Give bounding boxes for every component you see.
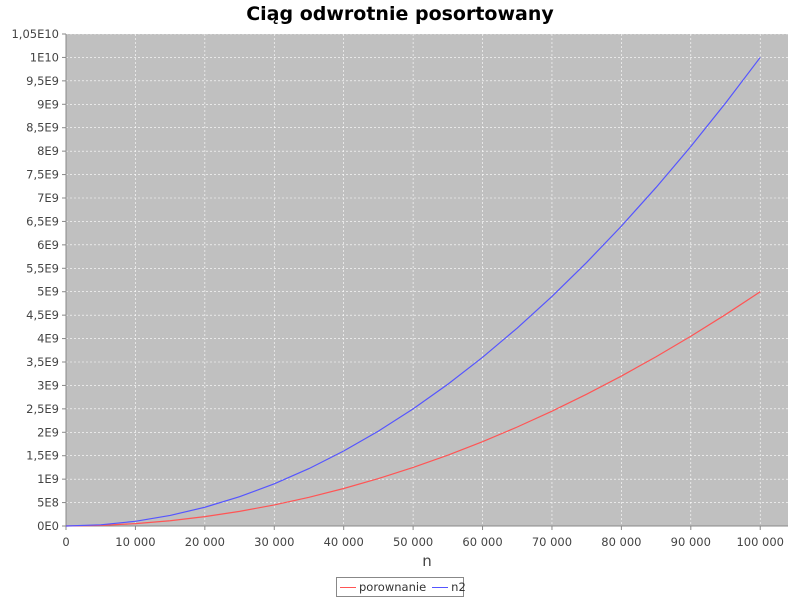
legend-swatch bbox=[340, 586, 356, 588]
y-tick-label: 8E9 bbox=[37, 144, 59, 158]
x-tick-label: 40 000 bbox=[324, 535, 364, 549]
y-tick-label: 3,5E9 bbox=[26, 355, 59, 369]
y-tick-label: 1,05E10 bbox=[11, 27, 59, 41]
plot-area bbox=[66, 34, 788, 526]
y-tick-label: 2E9 bbox=[37, 425, 59, 439]
y-tick-label: 6,5E9 bbox=[26, 214, 59, 228]
x-tick-label: 20 000 bbox=[185, 535, 225, 549]
y-tick-label: 0E0 bbox=[37, 519, 59, 533]
x-tick-label: 50 000 bbox=[393, 535, 433, 549]
x-tick-label: 70 000 bbox=[532, 535, 572, 549]
y-tick-label: 3E9 bbox=[37, 378, 59, 392]
chart-title: Ciąg odwrotnie posortowany bbox=[246, 3, 554, 25]
y-tick-label: 7,5E9 bbox=[26, 168, 59, 182]
y-tick-label: 9E9 bbox=[37, 97, 59, 111]
y-tick-label: 5,5E9 bbox=[26, 261, 59, 275]
series-line-porownanie bbox=[65, 291, 761, 527]
x-tick-label: 10 000 bbox=[115, 535, 155, 549]
legend-swatch bbox=[432, 586, 449, 588]
axes: 0E0 5E8 1E9 1,5E9 2E9 2,5E9 3E9 3,5E9 4E9 4,5E9 5E… bbox=[11, 27, 788, 549]
x-tick-label: 100 000 bbox=[736, 535, 784, 549]
x-tick-label: 90 000 bbox=[671, 535, 711, 549]
legend-item-porownanie: porownanie bbox=[340, 580, 426, 594]
x-axis-title: n bbox=[422, 552, 432, 570]
y-tick-label: 5E9 bbox=[37, 285, 59, 299]
legend-label: n2 bbox=[451, 580, 466, 594]
x-tick-label: 0 bbox=[62, 535, 69, 549]
legend-item-n2: n2 bbox=[432, 580, 466, 594]
x-tick-label: 60 000 bbox=[462, 535, 502, 549]
y-tick-label: 9,5E9 bbox=[26, 74, 59, 88]
y-tick-label: 5E8 bbox=[37, 496, 59, 510]
y-tick-label: 1E10 bbox=[30, 50, 59, 64]
y-tick-label: 4,5E9 bbox=[26, 308, 59, 322]
y-tick-label: 6E9 bbox=[37, 238, 59, 252]
legend-label: porownanie bbox=[359, 580, 427, 594]
y-tick-label: 1,5E9 bbox=[26, 449, 59, 463]
x-tick-label: 80 000 bbox=[601, 535, 641, 549]
y-tick-label: 2,5E9 bbox=[26, 402, 59, 416]
series-lines bbox=[65, 57, 761, 527]
series-line-n2 bbox=[65, 57, 761, 527]
y-tick-label: 7E9 bbox=[37, 191, 59, 205]
y-tick-label: 1E9 bbox=[37, 472, 59, 486]
x-tick-label: 30 000 bbox=[254, 535, 294, 549]
legend: porownanie n2 bbox=[336, 577, 466, 597]
y-tick-label: 4E9 bbox=[37, 332, 59, 346]
y-tick-label: 8,5E9 bbox=[26, 121, 59, 135]
